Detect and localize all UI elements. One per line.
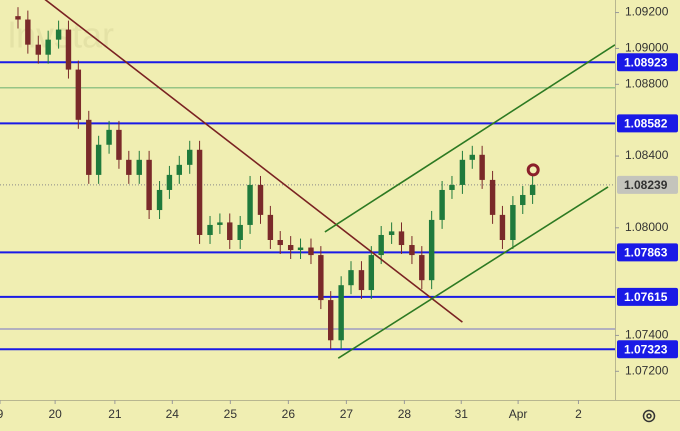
- candle-body: [358, 270, 365, 291]
- candle-body: [287, 245, 294, 251]
- level-label-box: [617, 114, 678, 133]
- level-label-box: [617, 287, 678, 306]
- candle-body: [217, 222, 223, 225]
- candle-body: [378, 234, 384, 256]
- x-tick-label: 24: [166, 407, 180, 421]
- candle-body: [45, 39, 51, 55]
- candle-body: [439, 189, 445, 220]
- candle-body: [529, 184, 536, 195]
- candle-body: [428, 219, 435, 281]
- candle-body: [35, 44, 42, 55]
- x-tick-label: 25: [224, 407, 238, 421]
- candle-body: [469, 154, 475, 160]
- level-label: 1.07863: [624, 246, 668, 260]
- x-tick-label: 9: [0, 407, 4, 421]
- level-label-box: [617, 53, 678, 72]
- trend-line: [324, 44, 615, 233]
- candle-body: [459, 159, 466, 185]
- level-label: 1.08923: [624, 55, 668, 69]
- level-label: 1.07323: [624, 342, 668, 356]
- candle-body: [176, 164, 182, 175]
- candle-body: [267, 214, 274, 240]
- candle-body: [409, 245, 415, 256]
- candle-body: [348, 270, 354, 286]
- candle-body: [318, 255, 324, 301]
- x-tick-label: 2: [575, 407, 582, 421]
- y-tick-label: 1.07400: [625, 328, 669, 342]
- level-label: 1.07615: [624, 290, 668, 304]
- x-tick-label: 26: [282, 407, 296, 421]
- candle-body: [187, 149, 193, 165]
- y-tick-label: 1.07200: [625, 363, 669, 377]
- plot-area: [0, 0, 615, 359]
- candle-body: [327, 300, 334, 341]
- candle-body: [237, 224, 243, 240]
- candle-body: [368, 255, 375, 291]
- x-tick-label: 20: [48, 407, 62, 421]
- y-tick-label: 1.09000: [625, 41, 669, 55]
- candle-body: [106, 129, 112, 145]
- y-tick-label: 1.08000: [625, 220, 669, 234]
- candle-body: [146, 159, 152, 211]
- gear-ring[interactable]: [642, 409, 656, 423]
- trend-line: [337, 186, 609, 359]
- candle-body: [86, 119, 92, 175]
- y-tick-label: 1.08400: [625, 148, 669, 162]
- current-price-label: 1.08239: [624, 178, 668, 192]
- y-tick-label: 1.09200: [625, 5, 669, 19]
- candle-body: [277, 240, 283, 246]
- candle-body: [156, 189, 163, 211]
- candle-body: [499, 214, 506, 240]
- candle-body: [479, 154, 485, 180]
- candle-body: [338, 285, 344, 341]
- x-tick-label: 27: [340, 407, 354, 421]
- candle-body: [227, 222, 233, 240]
- candle-body: [116, 129, 122, 160]
- candle-body: [25, 19, 31, 45]
- candle-body: [449, 184, 455, 190]
- candle-body: [388, 231, 395, 235]
- candle-body: [126, 159, 132, 175]
- settings-icon[interactable]: [642, 409, 656, 423]
- candle-body: [207, 224, 213, 235]
- candle-body: [15, 16, 21, 20]
- candle-body: [95, 144, 102, 175]
- candle-body: [75, 69, 82, 120]
- level-label-box: [617, 243, 678, 262]
- candle-body: [308, 247, 314, 256]
- level-label: 1.08582: [624, 117, 668, 131]
- candle-body: [510, 205, 516, 240]
- gear-hub[interactable]: [646, 413, 652, 419]
- x-tick-label: Apr: [509, 407, 528, 421]
- candle-body: [166, 174, 173, 190]
- candle-body: [257, 184, 264, 215]
- x-tick-label: 28: [398, 407, 412, 421]
- candle-body: [398, 231, 405, 246]
- candle-body: [297, 247, 304, 251]
- candle-body: [196, 149, 203, 235]
- x-tick-label: 21: [108, 407, 122, 421]
- candle-body: [520, 194, 526, 206]
- candle-body: [55, 29, 62, 40]
- y-tick-label: 1.08800: [625, 76, 669, 90]
- current-price-box: [617, 175, 678, 194]
- candle-body: [419, 255, 425, 281]
- candle-body: [247, 184, 253, 225]
- candle-body: [65, 29, 72, 70]
- level-label-box: [617, 340, 678, 359]
- x-tick-label: 31: [455, 407, 469, 421]
- marker-circle: [526, 163, 540, 177]
- candle-body: [136, 159, 142, 175]
- candle-body: [489, 179, 496, 215]
- trend-line: [44, 0, 463, 323]
